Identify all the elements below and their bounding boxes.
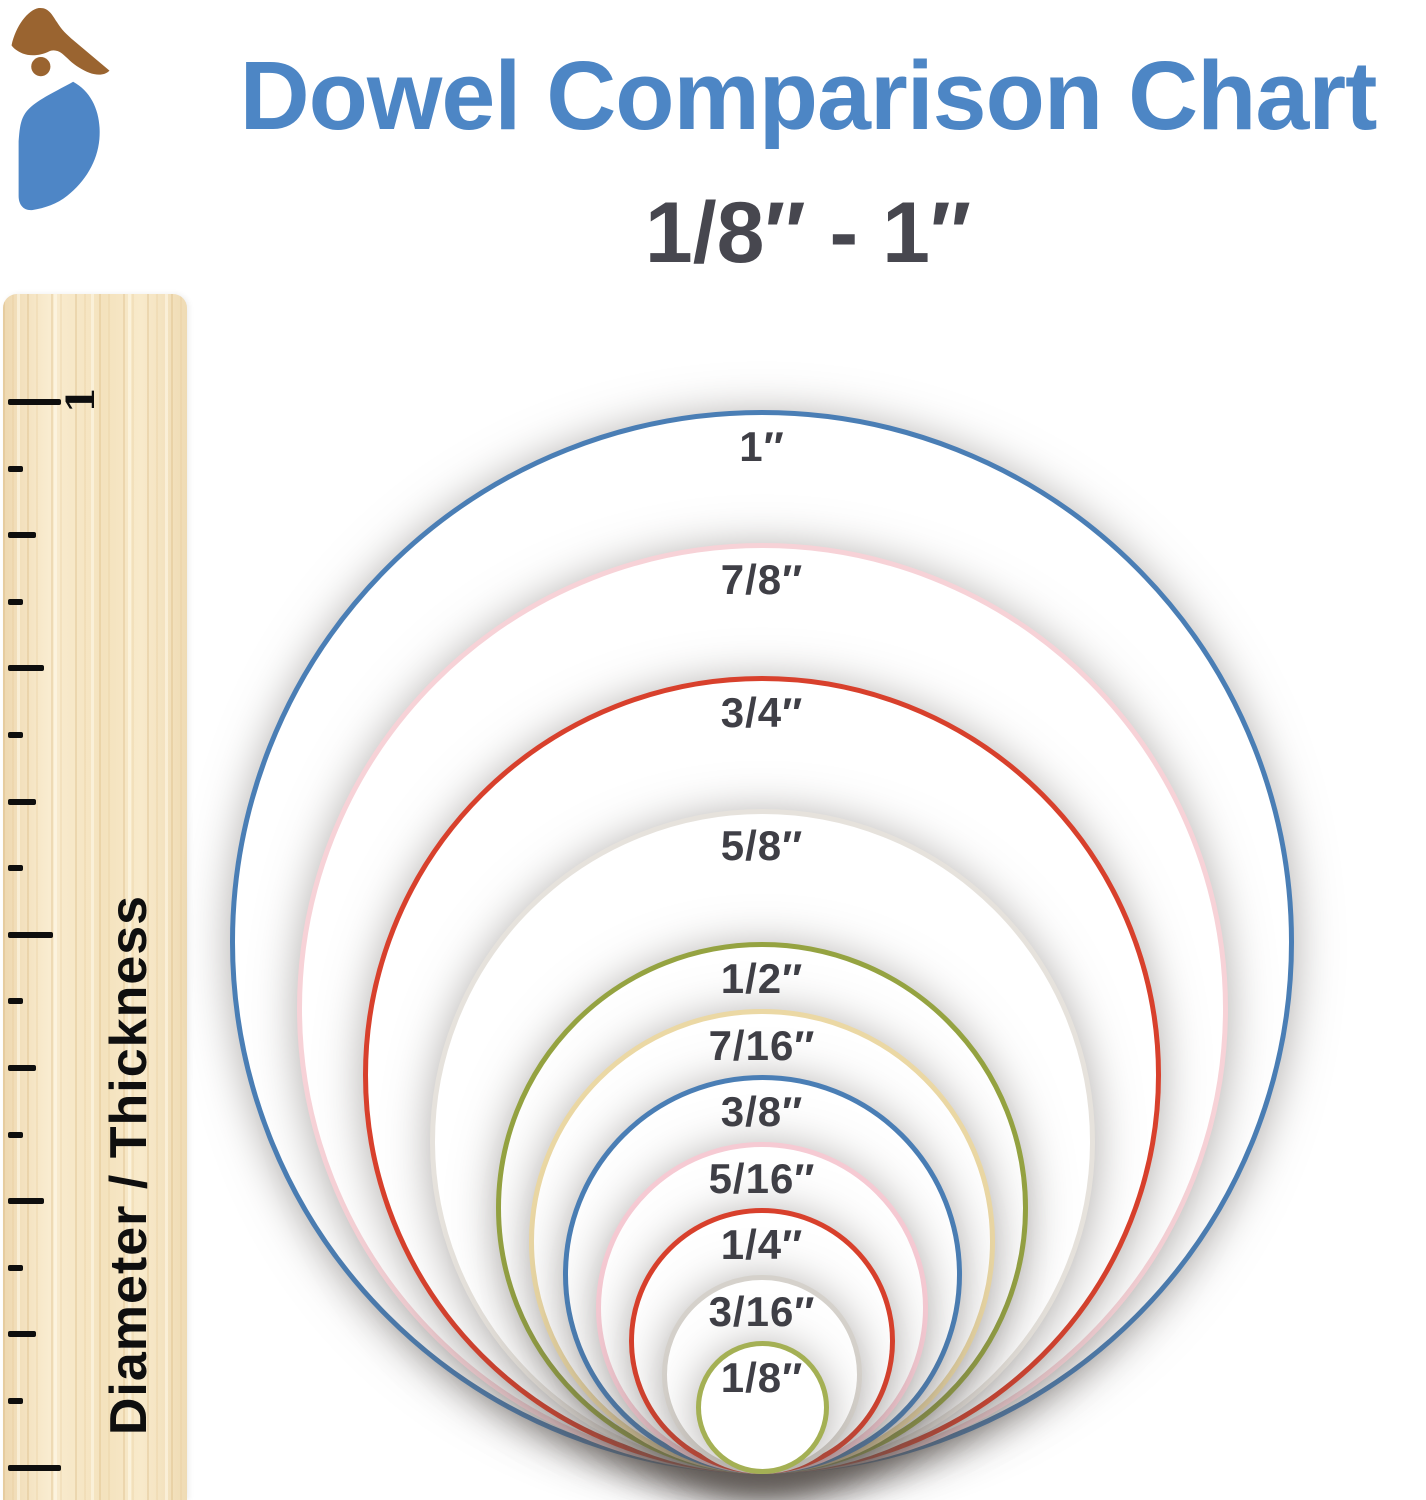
logo-body-shape [18,81,100,211]
ruler-tick-sixteenth [8,1398,23,1404]
ruler-tick-quarter [8,1198,44,1205]
ruler-tick-half [8,931,53,938]
dowel-circle-size-label: 3/4″ [720,689,804,736]
dowel-circle-size-label: 7/16″ [708,1021,816,1069]
ruler-tick-inch [8,399,61,405]
logo-eye-dot [31,57,51,77]
ruler-tick-eighth [8,798,36,805]
dowel-circle-size-label: 5/8″ [720,822,804,869]
ruler-tick-sixteenth [8,465,23,472]
dowel-circle-size-label: 1/2″ [720,955,804,1002]
ruler-tick-sixteenth [8,598,23,605]
dowel-circle-size-label: 1″ [739,423,785,470]
ruler-tick-inch [8,1464,61,1471]
dowel-circle-size-label: 1/4″ [720,1221,804,1268]
dowel-circle-size-label: 1/8″ [720,1354,804,1401]
ruler-tick-eighth [8,1331,36,1338]
ruler-tick-quarter [8,665,44,672]
ruler-tick-sixteenth [8,998,23,1005]
dowel-circle-size-label: 5/16″ [708,1154,816,1202]
dowel-circle-size-label: 7/8″ [720,556,804,603]
dowel-circle-size-label: 3/16″ [708,1287,816,1335]
page-title: Dowel Comparison Chart [239,41,1378,150]
ruler-graphic: 1 Diameter / Thickness [3,294,187,1500]
ruler-tick-eighth [8,1065,36,1071]
woodpeckers-bird-logo [11,7,110,211]
ruler-tick-sixteenth [8,1264,23,1271]
page-subtitle: 1/8″ - 1″ [644,185,972,281]
dowel-circle-1-8in: 1/8″ [695,1341,829,1474]
logo-roof-shape [11,7,110,75]
dowel-circle-size-label: 3/8″ [720,1088,804,1135]
ruler-tick-sixteenth [8,865,23,872]
ruler-tick-sixteenth [8,1131,23,1138]
ruler-tick-eighth [8,532,36,539]
ruler-tick-sixteenth [8,732,23,738]
